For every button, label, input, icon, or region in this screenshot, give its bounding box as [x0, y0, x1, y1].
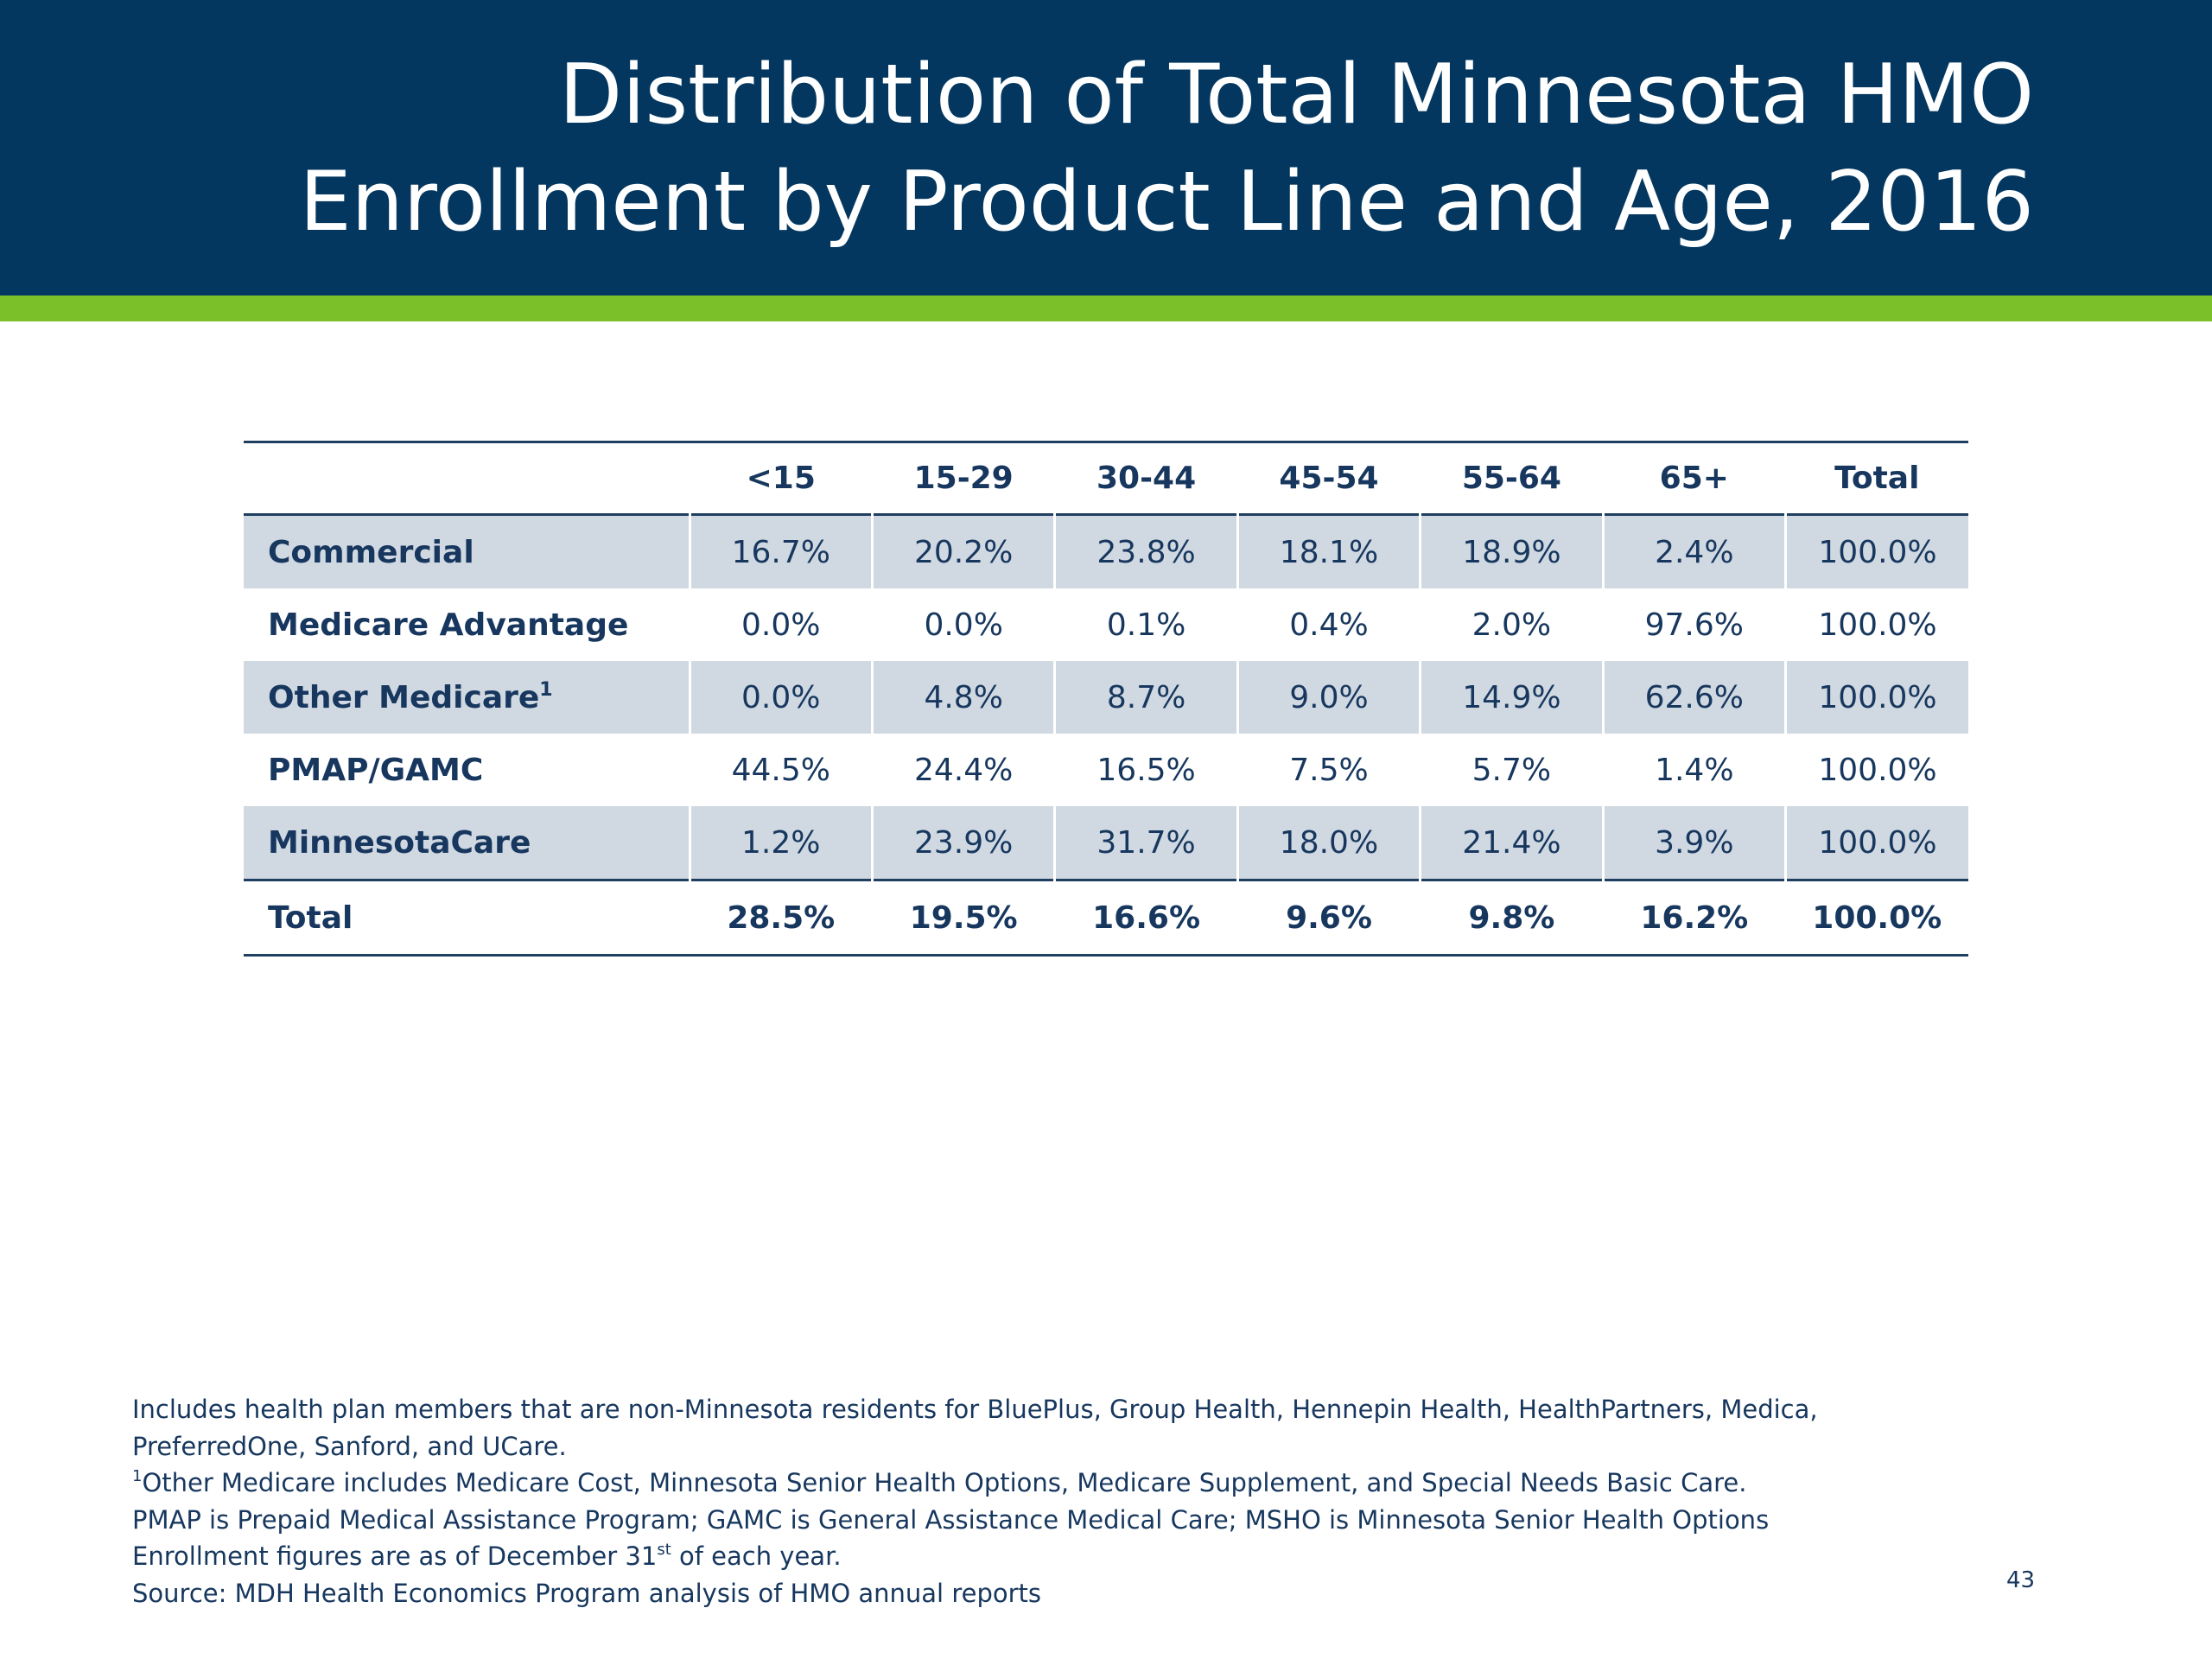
- footnotes: Includes health plan members that are no…: [132, 1391, 1912, 1611]
- total-row-label: Total: [268, 899, 353, 936]
- table-cell: 23.9%: [870, 806, 1055, 880]
- note-line: Includes health plan members that are no…: [132, 1395, 1818, 1424]
- note-text: of each year.: [671, 1541, 842, 1571]
- column-header: 15-29: [913, 461, 1014, 496]
- column-header: 45-54: [1279, 461, 1379, 496]
- table-cell: 100.0%: [1784, 514, 1968, 588]
- row-label: Commercial: [244, 514, 690, 588]
- note-line: PreferredOne, Sanford, and UCare.: [132, 1431, 567, 1461]
- table-cell: 62.6%: [1601, 661, 1786, 734]
- total-cell: 9.8%: [1468, 899, 1555, 936]
- table-cell: 7.5%: [1236, 734, 1421, 806]
- total-cell: 16.6%: [1092, 899, 1201, 936]
- footnote-text: Other Medicare includes Medicare Cost, M…: [142, 1468, 1747, 1497]
- table-cell: 8.7%: [1053, 661, 1238, 734]
- total-cell: 28.5%: [727, 899, 836, 936]
- column-header: 65+: [1659, 461, 1729, 496]
- table-cell: 24.4%: [870, 734, 1055, 806]
- table-cell: 16.5%: [1053, 734, 1238, 806]
- table-row: Other Medicare1 0.0% 4.8% 8.7% 9.0% 14.9…: [244, 661, 1968, 734]
- table-cell: 23.8%: [1053, 514, 1238, 588]
- table-cell: 0.0%: [688, 588, 873, 661]
- table-cell: 14.9%: [1419, 661, 1604, 734]
- row-label-text: PMAP/GAMC: [268, 752, 484, 788]
- table-cell: 18.9%: [1419, 514, 1604, 588]
- table-cell: 3.9%: [1601, 806, 1786, 880]
- table-row: PMAP/GAMC 44.5% 24.4% 16.5% 7.5% 5.7% 1.…: [244, 734, 1968, 806]
- table-row: Medicare Advantage 0.0% 0.0% 0.1% 0.4% 2…: [244, 588, 1968, 661]
- column-header: 30-44: [1096, 461, 1197, 496]
- page-number: 43: [2006, 1567, 2036, 1593]
- table-cell: 100.0%: [1784, 661, 1968, 734]
- table-cell: 100.0%: [1784, 806, 1968, 880]
- table-cell: 2.4%: [1601, 514, 1786, 588]
- table-cell: 5.7%: [1419, 734, 1604, 806]
- table-header-row: <15 15-29 30-44 45-54 55-64 65+ Total: [244, 442, 1968, 515]
- slide-header: Distribution of Total Minnesota HMO Enro…: [0, 0, 2212, 296]
- title-line-1: Distribution of Total Minnesota HMO: [559, 48, 2034, 143]
- table-cell: 100.0%: [1784, 734, 1968, 806]
- total-cell: 9.6%: [1286, 899, 1372, 936]
- table-cell: 100.0%: [1784, 588, 1968, 661]
- row-label: PMAP/GAMC: [244, 734, 690, 806]
- table-cell: 0.4%: [1236, 588, 1421, 661]
- row-label: Medicare Advantage: [244, 588, 690, 661]
- table-cell: 31.7%: [1053, 806, 1238, 880]
- total-cell: 100.0%: [1812, 899, 1942, 936]
- table-cell: 21.4%: [1419, 806, 1604, 880]
- table-row: MinnesotaCare 1.2% 23.9% 31.7% 18.0% 21.…: [244, 806, 1968, 880]
- table-cell: 16.7%: [688, 514, 873, 588]
- note-text: Enrollment figures are as of December 31: [132, 1541, 658, 1571]
- column-header: 55-64: [1461, 461, 1561, 496]
- table-cell: 9.0%: [1236, 661, 1421, 734]
- table-cell: 4.8%: [870, 661, 1055, 734]
- enrollment-table: <15 15-29 30-44 45-54 55-64 65+ Total Co…: [244, 441, 1968, 957]
- row-label-text: MinnesotaCare: [268, 824, 531, 861]
- enrollment-table-container: <15 15-29 30-44 45-54 55-64 65+ Total Co…: [244, 441, 1968, 957]
- ordinal-suffix: st: [657, 1541, 671, 1559]
- note-line-enrollment-date: Enrollment figures are as of December 31…: [132, 1538, 1912, 1575]
- row-label-text: Commercial: [268, 534, 474, 570]
- table-cell: 18.1%: [1236, 514, 1421, 588]
- row-label-text: Medicare Advantage: [268, 607, 629, 643]
- slide-title: Distribution of Total Minnesota HMO Enro…: [133, 41, 2034, 256]
- table-cell: 1.2%: [688, 806, 873, 880]
- column-header: Total: [1834, 461, 1920, 496]
- footnote-marker: 1: [132, 1467, 143, 1485]
- column-header-product-line: [244, 442, 690, 515]
- table-row: Commercial 16.7% 20.2% 23.8% 18.1% 18.9%…: [244, 514, 1968, 588]
- source-line: Source: MDH Health Economics Program ana…: [132, 1578, 1042, 1608]
- accent-band: [0, 296, 2212, 321]
- table-cell: 0.1%: [1053, 588, 1238, 661]
- table-cell: 0.0%: [688, 661, 873, 734]
- total-cell: 16.2%: [1640, 899, 1749, 936]
- table-cell: 18.0%: [1236, 806, 1421, 880]
- row-label-text: Other Medicare: [268, 679, 540, 715]
- table-cell: 97.6%: [1601, 588, 1786, 661]
- note-line-footnote: 1Other Medicare includes Medicare Cost, …: [132, 1465, 1912, 1502]
- column-header: <15: [746, 461, 816, 496]
- note-line: PMAP is Prepaid Medical Assistance Progr…: [132, 1504, 1770, 1535]
- row-label: Other Medicare1: [244, 661, 690, 734]
- total-cell: 19.5%: [909, 899, 1018, 936]
- table-cell: 0.0%: [870, 588, 1055, 661]
- table-total-row: Total 28.5% 19.5% 16.6% 9.6% 9.8% 16.2% …: [244, 880, 1968, 956]
- table-cell: 20.2%: [870, 514, 1055, 588]
- table-cell: 1.4%: [1601, 734, 1786, 806]
- table-cell: 2.0%: [1419, 588, 1604, 661]
- footnote-marker: 1: [539, 678, 553, 701]
- table-cell: 44.5%: [688, 734, 873, 806]
- title-line-2: Enrollment by Product Line and Age, 2016: [299, 155, 2034, 250]
- row-label: MinnesotaCare: [244, 806, 690, 880]
